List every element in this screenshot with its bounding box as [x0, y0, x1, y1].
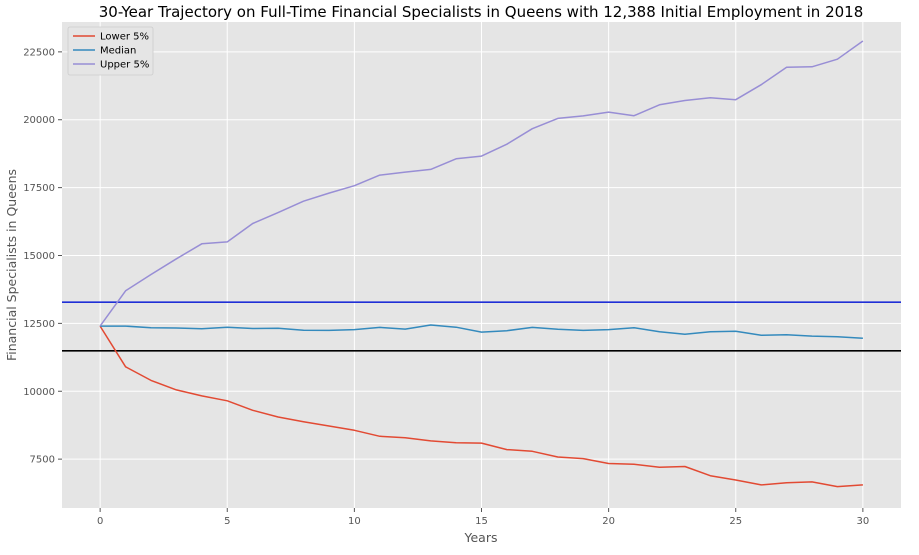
reference-lines — [62, 301, 901, 352]
x-tick-label: 15 — [475, 516, 488, 527]
x-tick-label: 10 — [348, 516, 361, 527]
series-line-lower-5 — [99, 325, 863, 488]
y-ticks: 7500 10000 12500 15000 17500 20000 22500 — [23, 47, 62, 466]
y-tick-label: 22500 — [23, 47, 55, 58]
legend-label: Upper 5% — [100, 60, 149, 71]
legend: Lower 5% Median Upper 5% — [67, 26, 154, 76]
x-tick-label: 5 — [224, 516, 230, 527]
x-ticks: 0 5 10 15 20 25 30 — [97, 508, 869, 527]
x-tick-label: 0 — [97, 516, 103, 527]
y-tick-label: 12500 — [23, 319, 55, 330]
chart-title: 30-Year Trajectory on Full-Time Financia… — [99, 3, 864, 21]
x-tick-label: 20 — [602, 516, 615, 527]
y-tick-label: 17500 — [23, 183, 55, 194]
y-tick-label: 20000 — [23, 115, 55, 126]
x-tick-label: 25 — [729, 516, 742, 527]
y-tick-label: 7500 — [30, 455, 55, 466]
y-tick-label: 15000 — [23, 251, 55, 262]
legend-box — [67, 26, 154, 76]
y-tick-label: 10000 — [23, 387, 55, 398]
grid — [62, 22, 901, 508]
series-lines — [99, 40, 864, 488]
x-axis-label: Years — [464, 530, 498, 545]
legend-label: Median — [100, 46, 136, 57]
legend-label: Lower 5% — [100, 32, 149, 43]
x-tick-label: 30 — [856, 516, 869, 527]
series-line-upper-5 — [99, 40, 864, 327]
series-line-median — [100, 324, 863, 340]
y-axis-label: Financial Specialists in Queens — [4, 169, 19, 361]
